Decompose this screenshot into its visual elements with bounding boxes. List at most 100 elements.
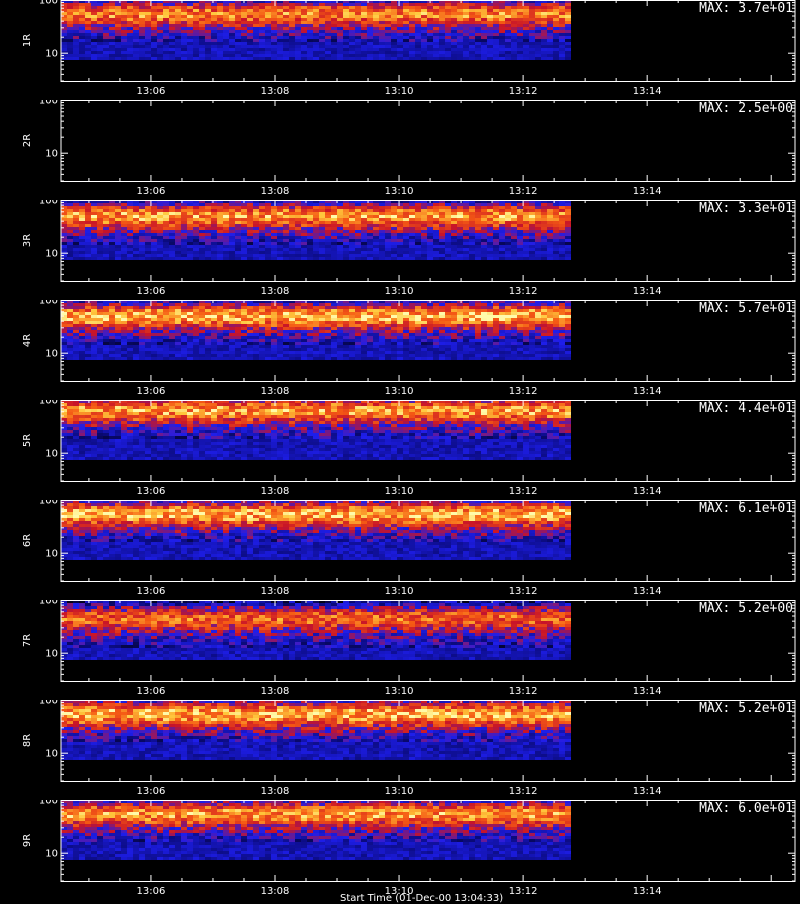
heatmap-cell xyxy=(481,27,487,30)
heatmap-cell xyxy=(247,57,253,60)
heatmap-cell xyxy=(517,239,523,242)
heatmap-cell xyxy=(445,21,451,24)
heatmap-cell xyxy=(565,206,571,209)
heatmap-cell xyxy=(349,206,355,209)
heatmap-cell xyxy=(199,321,205,324)
heatmap-cell xyxy=(469,42,475,45)
heatmap-cell xyxy=(451,6,457,9)
heatmap-cell xyxy=(151,221,157,224)
heatmap-cell xyxy=(421,30,427,33)
heatmap-cell xyxy=(199,218,205,221)
heatmap-cell xyxy=(355,3,361,6)
heatmap-cell xyxy=(319,348,325,351)
heatmap-cell xyxy=(145,321,151,324)
heatmap-cell xyxy=(367,233,373,236)
heatmap-cell xyxy=(205,218,211,221)
heatmap-cell xyxy=(385,233,391,236)
heatmap-cell xyxy=(541,227,547,230)
heatmap-cell xyxy=(325,351,331,354)
heatmap-cell xyxy=(151,303,157,306)
heatmap-cell xyxy=(481,24,487,27)
heatmap-cell xyxy=(79,321,85,324)
heatmap-cell xyxy=(67,309,73,312)
heatmap-cell xyxy=(373,327,379,330)
heatmap-cell xyxy=(169,330,175,333)
heatmap-cell xyxy=(331,203,337,206)
heatmap-cell xyxy=(535,27,541,30)
heatmap-cell xyxy=(415,3,421,6)
heatmap-cell xyxy=(541,9,547,12)
heatmap-cell xyxy=(73,242,79,245)
heatmap-cell xyxy=(67,24,73,27)
heatmap-cell xyxy=(409,345,415,348)
heatmap-cell xyxy=(511,239,517,242)
heatmap-cell xyxy=(295,36,301,39)
heatmap-cell xyxy=(109,203,115,206)
heatmap-cell xyxy=(235,209,241,212)
heatmap-cell xyxy=(253,215,259,218)
heatmap-cell xyxy=(73,248,79,251)
heatmap-cell xyxy=(481,3,487,6)
heatmap-cell xyxy=(73,257,79,260)
heatmap-cell xyxy=(259,224,265,227)
heatmap-cell xyxy=(133,309,139,312)
heatmap-cell xyxy=(499,212,505,215)
heatmap-cell xyxy=(277,33,283,36)
heatmap-cell xyxy=(61,233,67,236)
heatmap-cell xyxy=(403,336,409,339)
heatmap-cell xyxy=(259,215,265,218)
heatmap-cell xyxy=(427,15,433,18)
heatmap-cell xyxy=(145,251,151,254)
heatmap-cell xyxy=(397,57,403,60)
heatmap-cell xyxy=(73,318,79,321)
heatmap-cell xyxy=(535,245,541,248)
heatmap-cell xyxy=(241,345,247,348)
heatmap-cell xyxy=(457,30,463,33)
heatmap-cell xyxy=(541,24,547,27)
heatmap-cell xyxy=(343,248,349,251)
heatmap-cell xyxy=(337,30,343,33)
heatmap-cell xyxy=(97,257,103,260)
heatmap-cell xyxy=(523,6,529,9)
heatmap-cell xyxy=(145,9,151,12)
heatmap-cell xyxy=(133,330,139,333)
heatmap-cell xyxy=(289,309,295,312)
heatmap-cell xyxy=(235,33,241,36)
heatmap-cell xyxy=(283,351,289,354)
heatmap-cell xyxy=(115,230,121,233)
heatmap-cell xyxy=(439,330,445,333)
heatmap-cell xyxy=(121,245,127,248)
heatmap-cell xyxy=(97,227,103,230)
heatmap-cell xyxy=(433,312,439,315)
heatmap-cell xyxy=(403,33,409,36)
heatmap-cell xyxy=(277,242,283,245)
heatmap-cell xyxy=(421,221,427,224)
heatmap-cell xyxy=(175,227,181,230)
heatmap-cell xyxy=(109,42,115,45)
heatmap-cell xyxy=(463,221,469,224)
heatmap-cell xyxy=(415,357,421,360)
heatmap-cell xyxy=(253,321,259,324)
heatmap-cell xyxy=(211,39,217,42)
heatmap-cell xyxy=(475,245,481,248)
heatmap-cell xyxy=(361,242,367,245)
heatmap-cell xyxy=(349,33,355,36)
heatmap-cell xyxy=(349,27,355,30)
heatmap-cell xyxy=(301,236,307,239)
heatmap-cell xyxy=(403,248,409,251)
heatmap-cell xyxy=(319,45,325,48)
heatmap-cell xyxy=(175,203,181,206)
heatmap-cell xyxy=(535,48,541,51)
heatmap-cell xyxy=(553,45,559,48)
heatmap-cell xyxy=(157,9,163,12)
heatmap-cell xyxy=(487,245,493,248)
heatmap-cell xyxy=(307,339,313,342)
heatmap-cell xyxy=(289,42,295,45)
heatmap-cell xyxy=(427,54,433,57)
heatmap-cell xyxy=(67,315,73,318)
heatmap-cell xyxy=(469,245,475,248)
heatmap-cell xyxy=(211,57,217,60)
heatmap-cell xyxy=(223,351,229,354)
heatmap-cell xyxy=(115,6,121,9)
heatmap-cell xyxy=(79,345,85,348)
